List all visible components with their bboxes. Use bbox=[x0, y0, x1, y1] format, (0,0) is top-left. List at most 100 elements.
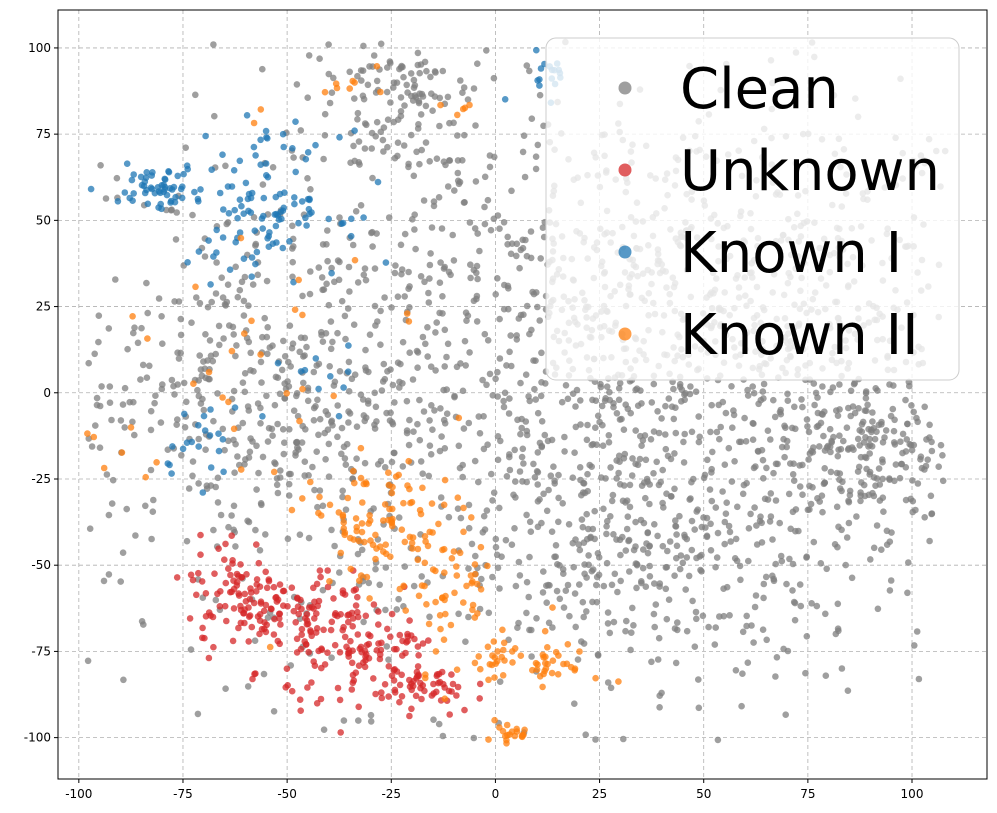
point bbox=[228, 512, 235, 519]
point bbox=[144, 200, 152, 208]
point bbox=[398, 270, 405, 278]
point bbox=[662, 402, 669, 410]
point bbox=[250, 599, 258, 607]
point bbox=[329, 338, 336, 346]
point bbox=[606, 629, 614, 637]
point bbox=[543, 599, 550, 606]
point bbox=[858, 428, 866, 436]
point bbox=[233, 342, 240, 349]
point bbox=[681, 396, 688, 404]
point bbox=[421, 559, 429, 567]
point bbox=[328, 269, 335, 277]
point bbox=[112, 276, 119, 283]
point bbox=[687, 495, 694, 502]
point bbox=[232, 440, 239, 448]
point bbox=[206, 337, 214, 344]
point bbox=[835, 523, 842, 531]
point bbox=[879, 458, 886, 466]
point bbox=[459, 105, 467, 113]
legend-marker bbox=[618, 81, 632, 95]
point bbox=[414, 420, 421, 428]
point bbox=[108, 416, 115, 424]
point bbox=[106, 383, 114, 390]
point bbox=[468, 514, 475, 521]
point bbox=[354, 72, 361, 80]
point bbox=[207, 464, 215, 471]
point bbox=[274, 489, 282, 497]
point bbox=[445, 268, 453, 276]
point bbox=[348, 659, 356, 667]
point bbox=[672, 523, 680, 530]
point bbox=[323, 241, 330, 248]
point bbox=[304, 94, 312, 101]
point bbox=[292, 452, 299, 459]
point bbox=[207, 482, 215, 489]
point bbox=[360, 618, 367, 626]
point bbox=[467, 261, 474, 269]
point bbox=[542, 665, 550, 672]
point bbox=[676, 380, 684, 388]
point bbox=[834, 600, 842, 608]
point bbox=[417, 458, 425, 465]
point bbox=[327, 626, 335, 634]
point bbox=[413, 673, 421, 680]
point bbox=[113, 174, 121, 182]
point bbox=[137, 173, 145, 181]
point bbox=[426, 417, 433, 424]
point bbox=[262, 568, 270, 576]
point bbox=[494, 456, 502, 464]
point bbox=[172, 236, 180, 243]
point bbox=[245, 638, 252, 645]
point bbox=[517, 652, 525, 659]
point bbox=[184, 165, 191, 173]
point bbox=[891, 416, 898, 424]
point bbox=[534, 449, 542, 456]
point bbox=[283, 665, 291, 672]
point bbox=[566, 612, 573, 620]
point bbox=[518, 732, 526, 740]
point bbox=[130, 171, 137, 178]
point bbox=[728, 383, 735, 390]
point bbox=[691, 643, 699, 650]
point bbox=[349, 615, 357, 622]
point bbox=[289, 222, 296, 230]
point bbox=[659, 499, 666, 507]
point bbox=[823, 565, 830, 573]
point bbox=[623, 617, 630, 625]
point bbox=[414, 643, 422, 650]
point bbox=[554, 561, 561, 568]
point bbox=[431, 93, 439, 100]
point bbox=[334, 402, 342, 409]
point bbox=[328, 618, 336, 626]
point bbox=[492, 375, 499, 383]
point bbox=[161, 183, 169, 191]
point bbox=[103, 471, 111, 478]
point bbox=[872, 385, 879, 392]
point bbox=[924, 456, 931, 464]
point bbox=[324, 649, 331, 656]
point bbox=[494, 275, 501, 282]
point bbox=[408, 498, 416, 506]
point bbox=[486, 370, 494, 378]
point bbox=[632, 560, 640, 567]
point bbox=[665, 395, 673, 402]
point bbox=[384, 625, 391, 633]
point bbox=[324, 567, 332, 574]
point bbox=[230, 605, 238, 612]
point bbox=[197, 400, 205, 407]
point bbox=[898, 460, 906, 468]
point bbox=[928, 510, 935, 518]
point bbox=[621, 450, 629, 458]
point bbox=[366, 595, 373, 602]
point bbox=[316, 487, 324, 494]
point bbox=[288, 687, 296, 695]
point bbox=[410, 172, 418, 180]
point bbox=[410, 582, 418, 590]
point bbox=[334, 433, 341, 441]
point bbox=[461, 131, 468, 139]
point bbox=[490, 74, 498, 82]
point bbox=[387, 409, 394, 417]
point bbox=[493, 551, 501, 559]
point bbox=[576, 464, 584, 471]
point bbox=[444, 340, 452, 348]
